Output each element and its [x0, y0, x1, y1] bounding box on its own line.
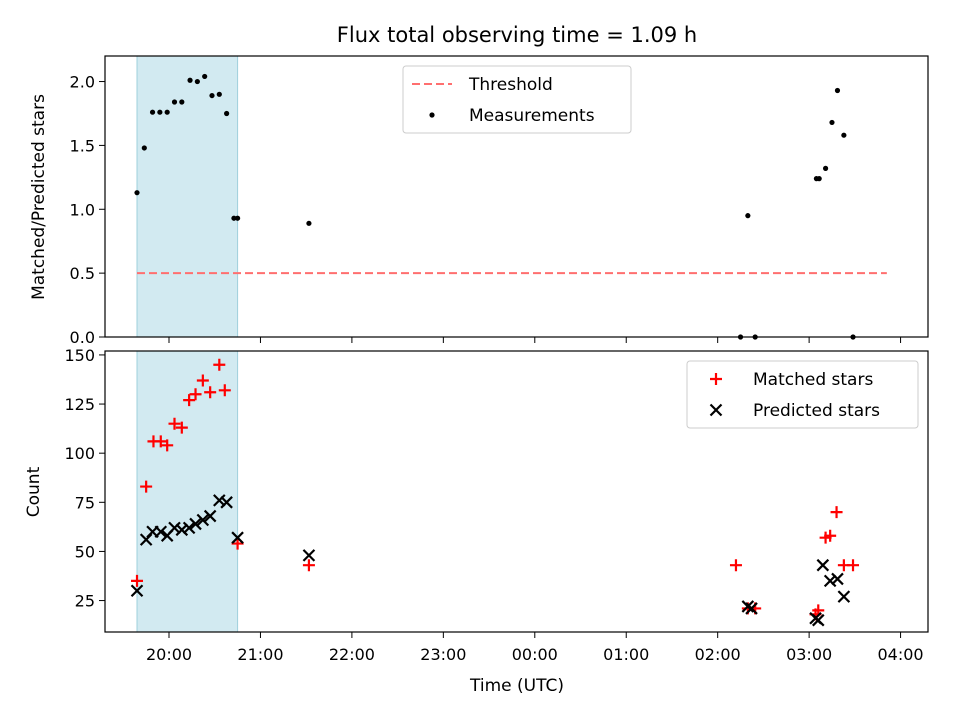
- matched-stars-point: [183, 394, 196, 407]
- matched-stars-point: [204, 386, 217, 399]
- bottom-y-tick-label: 50: [75, 542, 95, 561]
- measurement-point: [202, 73, 208, 80]
- predicted-stars-point: [203, 509, 217, 523]
- measurement-point: [829, 119, 835, 126]
- measurement-point: [149, 109, 156, 115]
- predicted-stars-point: [182, 521, 196, 535]
- x-tick-label: 23:00: [420, 645, 466, 664]
- predicted-stars-point: [302, 549, 316, 562]
- top-y-tick-label: 1.0: [70, 200, 95, 219]
- bottom-y-tick-label: 25: [75, 592, 95, 611]
- measurement-point: [179, 99, 185, 105]
- predicted-stars-point: [831, 572, 844, 586]
- measurement-point: [157, 109, 163, 115]
- measurement-point: [306, 220, 312, 226]
- top-y-tick-label: 2.0: [70, 73, 95, 92]
- matched-stars-point: [231, 537, 244, 550]
- bottom-y-tick-label: 150: [64, 346, 95, 365]
- bottom-axes-frame: [104, 350, 929, 633]
- predicted-stars-point: [130, 584, 144, 598]
- predicted-stars-point: [189, 517, 202, 531]
- predicted-stars-point: [154, 525, 168, 539]
- legend-threshold-label: Threshold: [468, 75, 553, 95]
- measurement-point: [187, 77, 193, 83]
- predicted-stars-point: [196, 513, 210, 527]
- predicted-stars-point: [213, 494, 226, 507]
- predicted-stars-point: [823, 574, 837, 588]
- bottom-y-axis-label: Count: [24, 466, 44, 517]
- x-tick-label: 01:00: [603, 645, 649, 664]
- matched-stars-point: [131, 574, 144, 587]
- top-y-tick-label: 0.5: [70, 264, 95, 283]
- legend-matched-label: Matched stars: [753, 370, 873, 390]
- bottom-y-tick-label: 125: [64, 395, 95, 414]
- top-shaded-region: [136, 55, 239, 338]
- matched-stars-point: [175, 421, 188, 434]
- bottom-panel: 25 50 75 100 125 150 20:00 21:00 22:00 23:00 00:00…: [64, 346, 929, 664]
- measurement-point: [822, 165, 829, 171]
- matched-stars-point: [154, 435, 167, 448]
- matched-stars-point: [213, 358, 226, 371]
- predicted-stars-point: [231, 531, 244, 544]
- measurement-point: [224, 110, 230, 117]
- measurement-point: [234, 215, 241, 221]
- predicted-stars-point: [837, 590, 851, 603]
- top-y-tick-label: 1.5: [70, 136, 95, 155]
- predicted-stars-point: [741, 600, 755, 613]
- measurement-point: [834, 87, 841, 94]
- top-y-axis-label: Matched/Predicted stars: [29, 94, 49, 300]
- matched-stars-point: [218, 384, 231, 397]
- measurement-point: [816, 176, 822, 182]
- top-y-tick-label: 0.0: [70, 328, 95, 347]
- matched-stars-point: [302, 559, 315, 572]
- x-axis-label: Time (UTC): [469, 676, 564, 696]
- measurement-point: [209, 92, 215, 99]
- x-tick-label: 22:00: [329, 645, 375, 664]
- x-tick-label: 03:00: [786, 645, 832, 664]
- x-tick-label: 21:00: [237, 645, 283, 664]
- measurement-point: [171, 99, 178, 105]
- x-tick-label: 04:00: [878, 645, 924, 664]
- top-panel: 0.0 0.5 1.0 1.5 2.0 Threshold Measurements: [70, 55, 929, 347]
- matched-stars-point: [824, 529, 837, 542]
- legend-matched-swatch: [710, 373, 722, 385]
- matched-stars-point: [161, 439, 174, 452]
- matched-stars-point: [140, 480, 153, 493]
- bottom-y-tick-label: 100: [64, 444, 95, 463]
- predicted-stars-point: [175, 523, 189, 537]
- measurement-point: [231, 215, 237, 221]
- x-tick-label: 20:00: [146, 645, 192, 664]
- predicted-stars-point: [816, 558, 830, 572]
- matched-stars-point: [729, 559, 742, 572]
- predicted-stars-point: [220, 496, 233, 509]
- bottom-legend: [686, 360, 919, 429]
- matched-stars-point: [168, 417, 181, 430]
- legend-predicted-swatch: [709, 403, 723, 417]
- matched-stars-point: [196, 374, 209, 387]
- x-tick-label: 00:00: [512, 645, 558, 664]
- legend-measurements-swatch: [429, 112, 435, 118]
- measurement-point: [841, 132, 847, 138]
- top-axes-frame: [104, 55, 929, 338]
- measurement-point: [745, 213, 751, 219]
- legend-measurements-label: Measurements: [469, 106, 595, 126]
- x-tick-label: 02:00: [695, 645, 741, 664]
- predicted-stars-point: [811, 613, 825, 627]
- measurement-point: [216, 91, 222, 97]
- bottom-y-tick-label: 75: [75, 493, 95, 512]
- chart-title: Flux total observing time = 1.09 h: [337, 23, 697, 47]
- matched-stars-point: [847, 559, 860, 572]
- legend-predicted-label: Predicted stars: [753, 401, 880, 421]
- measurement-point: [194, 78, 200, 85]
- top-legend: [402, 65, 632, 134]
- bottom-shaded-region: [136, 350, 239, 633]
- matched-stars-point: [189, 388, 202, 401]
- measurement-point: [141, 145, 147, 151]
- predicted-stars-point: [745, 602, 758, 615]
- predicted-stars-point: [168, 521, 181, 535]
- matched-stars-point: [830, 506, 843, 519]
- measurement-point: [134, 190, 140, 196]
- measurement-point: [164, 109, 170, 115]
